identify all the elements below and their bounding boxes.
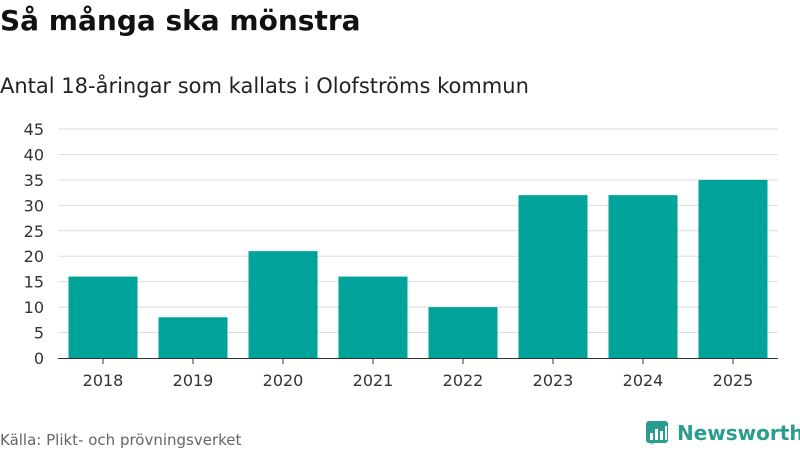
y-tick-label: 25 (24, 222, 44, 241)
y-tick-label: 15 (24, 273, 44, 292)
brand-logo[interactable]: Newsworthy (645, 420, 800, 446)
bar-2019[interactable] (158, 317, 228, 358)
brand-name: Newsworthy (677, 421, 800, 445)
bar-2023[interactable] (518, 195, 588, 358)
y-tick-label: 5 (34, 324, 44, 343)
newsworthy-logo-icon (646, 421, 668, 445)
x-axis-ticks: 2018 2019 2020 2021 2022 2023 2024 2025 (83, 358, 754, 390)
y-axis-ticks: 0 5 10 15 20 25 30 35 40 45 (24, 120, 44, 368)
x-tick-label: 2020 (263, 371, 304, 390)
y-tick-label: 20 (24, 247, 44, 266)
x-tick-label: 2022 (443, 371, 484, 390)
chart-subtitle: Antal 18-åringar som kallats i Olofström… (0, 74, 529, 98)
bar-2022[interactable] (428, 307, 498, 358)
y-tick-label: 45 (24, 120, 44, 139)
y-tick-label: 35 (24, 171, 44, 190)
x-tick-label: 2019 (173, 371, 214, 390)
bars (68, 179, 768, 358)
y-tick-label: 0 (34, 349, 44, 368)
bar-2021[interactable] (338, 276, 408, 358)
x-tick-label: 2023 (533, 371, 574, 390)
x-tick-label: 2024 (623, 371, 664, 390)
x-tick-label: 2021 (353, 371, 394, 390)
x-tick-label: 2025 (713, 371, 754, 390)
y-tick-label: 10 (24, 298, 44, 317)
chart-title: Så många ska mönstra (0, 4, 361, 37)
y-tick-label: 40 (24, 145, 44, 164)
bar-2020[interactable] (248, 251, 318, 358)
source-note: Källa: Plikt- och prövningsverket (0, 431, 242, 449)
y-tick-label: 30 (24, 196, 44, 215)
x-tick-label: 2018 (83, 371, 124, 390)
bar-2018[interactable] (68, 276, 138, 358)
bar-2025[interactable] (698, 179, 768, 358)
bar-2024[interactable] (608, 195, 678, 358)
